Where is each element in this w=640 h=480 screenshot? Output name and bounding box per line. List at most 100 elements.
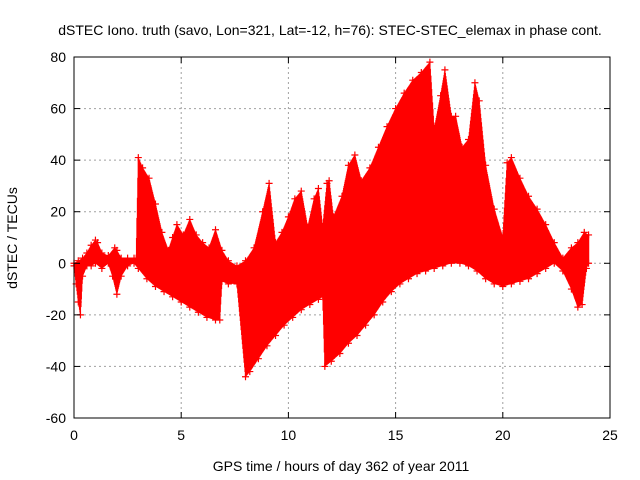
- data-point-upper: [113, 246, 121, 254]
- data-point-upper: [117, 254, 125, 262]
- data-point-lower: [297, 306, 305, 314]
- data-point-lower: [447, 259, 455, 267]
- data-point-lower: [574, 303, 582, 311]
- data-point-upper: [94, 239, 102, 247]
- data-point-upper: [351, 151, 359, 159]
- data-point-upper: [87, 241, 95, 249]
- data-point-lower: [439, 262, 447, 270]
- data-point-lower: [396, 280, 404, 288]
- data-point-lower: [169, 293, 177, 301]
- data-point-lower: [319, 293, 327, 301]
- data-point-upper: [319, 223, 327, 231]
- data-point-upper: [585, 231, 593, 239]
- x-tick-label: 5: [177, 427, 185, 443]
- data-point-upper: [212, 226, 220, 234]
- data-point-lower: [314, 295, 322, 303]
- data-point-lower: [404, 275, 412, 283]
- data-point-upper: [392, 105, 400, 113]
- data-point-lower: [272, 331, 280, 339]
- data-point-lower: [582, 264, 590, 272]
- data-point-lower: [218, 277, 226, 285]
- data-point-upper: [482, 161, 490, 169]
- data-point-lower: [464, 262, 472, 270]
- data-point-lower: [507, 280, 515, 288]
- data-point-lower: [327, 357, 335, 365]
- x-tick-label: 25: [602, 427, 618, 443]
- data-point-lower: [525, 275, 533, 283]
- data-point-upper: [98, 249, 106, 257]
- data-point-upper: [503, 159, 511, 167]
- y-tick-label: -20: [46, 307, 66, 323]
- data-point-lower: [490, 280, 498, 288]
- data-point-lower: [306, 301, 314, 309]
- data-point-upper: [338, 192, 346, 200]
- data-point-upper: [186, 215, 194, 223]
- data-point-upper: [250, 244, 258, 252]
- data-point-upper: [259, 208, 267, 216]
- data-point-lower: [254, 355, 262, 363]
- data-point-upper: [124, 254, 132, 262]
- data-point-upper: [329, 213, 337, 221]
- data-point-upper: [297, 187, 305, 195]
- data-point-lower: [550, 259, 558, 267]
- data-point-upper: [437, 92, 445, 100]
- data-point-upper: [567, 244, 575, 252]
- x-tick-label: 10: [281, 427, 297, 443]
- y-tick-label: 0: [58, 255, 66, 271]
- data-point-upper: [132, 254, 140, 262]
- data-point-lower: [353, 331, 361, 339]
- data-point-lower: [91, 259, 99, 267]
- y-tick-label: 60: [50, 101, 66, 117]
- data-point-upper: [218, 246, 226, 254]
- data-point-upper: [304, 223, 312, 231]
- data-point-upper: [525, 192, 533, 200]
- data-point-lower: [430, 264, 438, 272]
- data-point-upper: [533, 205, 541, 213]
- data-point-upper: [104, 252, 112, 260]
- data-point-upper: [471, 79, 479, 87]
- data-point-upper: [242, 257, 250, 265]
- data-point-lower: [533, 270, 541, 278]
- data-point-upper: [516, 174, 524, 182]
- data-point-lower: [321, 362, 329, 370]
- data-point-lower: [74, 298, 82, 306]
- data-point-upper: [173, 221, 181, 229]
- axes: [73, 56, 611, 419]
- data-point-upper: [134, 154, 142, 162]
- y-tick-label: 40: [50, 152, 66, 168]
- x-tick-label: 20: [495, 427, 511, 443]
- data-point-lower: [242, 373, 250, 381]
- data-point-upper: [366, 164, 374, 172]
- data-point-lower: [134, 264, 142, 272]
- data-point-lower: [362, 321, 370, 329]
- data-point-lower: [113, 290, 121, 298]
- plot-frame: [73, 56, 611, 419]
- data-point-lower: [151, 282, 159, 290]
- data-point-upper: [145, 174, 153, 182]
- data-point-upper: [199, 239, 207, 247]
- data-point-lower: [482, 275, 490, 283]
- data-point-lower: [224, 280, 232, 288]
- x-tick-label: 15: [388, 427, 404, 443]
- data-point-upper: [357, 177, 365, 185]
- data-point-upper: [344, 161, 352, 169]
- data-point-lower: [104, 259, 112, 267]
- data-point-upper: [233, 262, 241, 270]
- data-point-upper: [475, 97, 483, 105]
- data-point-upper: [291, 195, 299, 203]
- data-point-lower: [413, 270, 421, 278]
- data-point-lower: [263, 342, 271, 350]
- data-point-upper: [284, 213, 292, 221]
- data-point-lower: [130, 259, 138, 267]
- data-point-lower: [203, 313, 211, 321]
- data-point-upper: [310, 195, 318, 203]
- data-point-lower: [186, 303, 194, 311]
- data-point-upper: [278, 228, 286, 236]
- y-tick-label: -40: [46, 358, 66, 374]
- data-point-upper: [374, 143, 382, 151]
- data-point-lower: [79, 272, 87, 280]
- data-point-upper: [458, 143, 466, 151]
- data-layer: [70, 58, 593, 381]
- data-point-upper: [265, 179, 273, 187]
